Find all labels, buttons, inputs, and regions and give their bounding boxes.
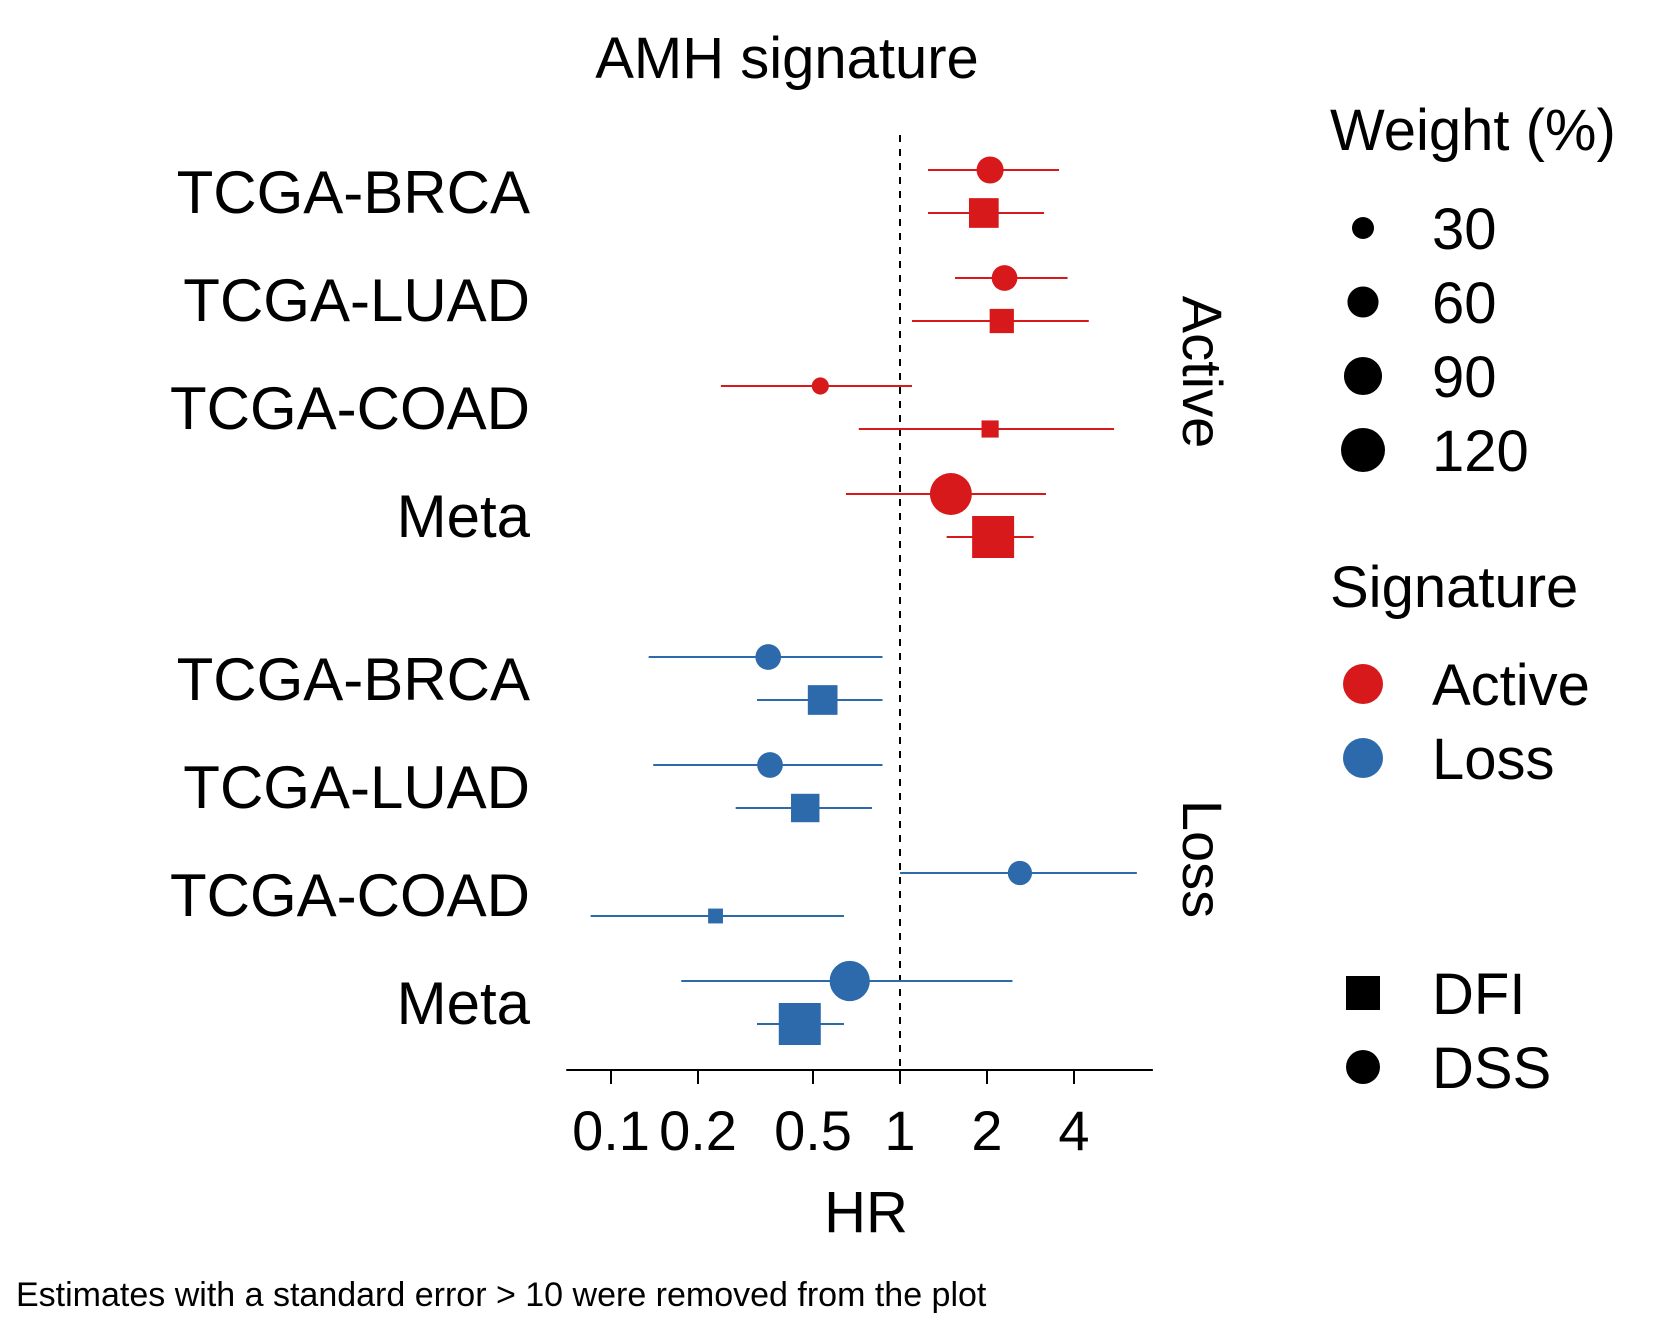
caption-note: Estimates with a standard error > 10 wer… [16,1276,987,1314]
legend-signature-symbol-loss [1343,738,1383,778]
legend-signature-title: Signature [1330,555,1578,620]
row-label-loss-tcga-brca: TCGA-BRCA [177,646,530,713]
x-axis: 0.1 0.2 0.5 1 2 4 [566,1069,1153,1162]
row-label-loss-meta: Meta [397,970,531,1037]
mark-loss-meta-dss-point [829,960,870,1002]
x-tick-label-1: 1 [884,1099,915,1162]
x-tick-label-2: 2 [971,1099,1002,1162]
row-labels: TCGA-BRCA TCGA-LUAD TCGA-COAD Meta TCGA-BRCA… [170,159,531,1037]
x-tick-label-4: 4 [1058,1099,1089,1162]
mark-active-tcga-coad-dfi-point [981,420,999,438]
legend-shape-symbol-dfi [1346,976,1380,1010]
x-tick-label-0-2: 0.2 [659,1099,737,1162]
forest-marks [590,156,1137,1045]
mark-active-meta-dss-point [929,473,972,515]
legend-shape: DFI DSS [1346,962,1551,1101]
row-label-loss-tcga-luad: TCGA-LUAD [183,754,530,821]
legend-signature: Signature Active Loss [1330,555,1590,792]
mark-loss-tcga-luad-dss-point [757,752,783,778]
legend-signature-label-loss: Loss [1432,727,1555,792]
chart-title: AMH signature [595,26,979,91]
mark-active-tcga-coad-dss-point [811,377,829,395]
legend-weight-label-90: 90 [1432,345,1497,410]
row-label-active-tcga-coad: TCGA-COAD [170,375,530,442]
legend-signature-symbol-active [1343,664,1383,704]
x-tick-label-0-1: 0.1 [572,1099,650,1162]
facet-label-loss: Loss [1171,800,1234,918]
mark-loss-tcga-coad-dfi-point [708,908,723,924]
legend-weight-symbol-120 [1341,428,1385,472]
mark-active-tcga-brca-dfi-point [968,198,999,228]
legend-weight-title: Weight (%) [1330,98,1616,163]
mark-active-meta-dfi-point [972,516,1015,558]
legend-weight: Weight (%) 30 60 90 120 [1330,98,1616,484]
row-label-active-tcga-luad: TCGA-LUAD [183,267,530,334]
x-tick-label-0-5: 0.5 [774,1099,852,1162]
facet-label-active: Active [1171,296,1234,449]
mark-loss-meta-dfi-point [778,1003,821,1045]
legend-weight-symbol-60 [1347,286,1379,318]
row-label-loss-tcga-coad: TCGA-COAD [170,862,530,929]
x-axis-title: HR [824,1180,908,1245]
facet-labels: Active Loss [1171,296,1234,918]
mark-active-tcga-brca-dss-point [976,156,1004,184]
mark-loss-tcga-brca-dfi-point [807,685,838,715]
legend-weight-symbol-30 [1352,217,1374,239]
legend-weight-label-60: 60 [1432,271,1497,336]
mark-loss-tcga-brca-dss-point [755,644,782,670]
legend-shape-label-dfi: DFI [1432,962,1525,1027]
legend-weight-label-30: 30 [1432,197,1497,262]
row-label-active-tcga-brca: TCGA-BRCA [177,159,530,226]
row-label-active-meta: Meta [397,483,531,550]
legend-weight-symbol-90 [1343,356,1383,396]
legend-signature-label-active: Active [1432,653,1590,718]
legend-shape-symbol-dss [1346,1050,1380,1084]
mark-loss-tcga-coad-dss-point [1007,860,1033,886]
mark-active-tcga-luad-dss-point [991,265,1018,291]
mark-loss-tcga-luad-dfi-point [791,793,820,823]
legend-weight-label-120: 120 [1432,419,1529,484]
mark-active-tcga-luad-dfi-point [989,308,1014,334]
legend-shape-label-dss: DSS [1432,1036,1551,1101]
